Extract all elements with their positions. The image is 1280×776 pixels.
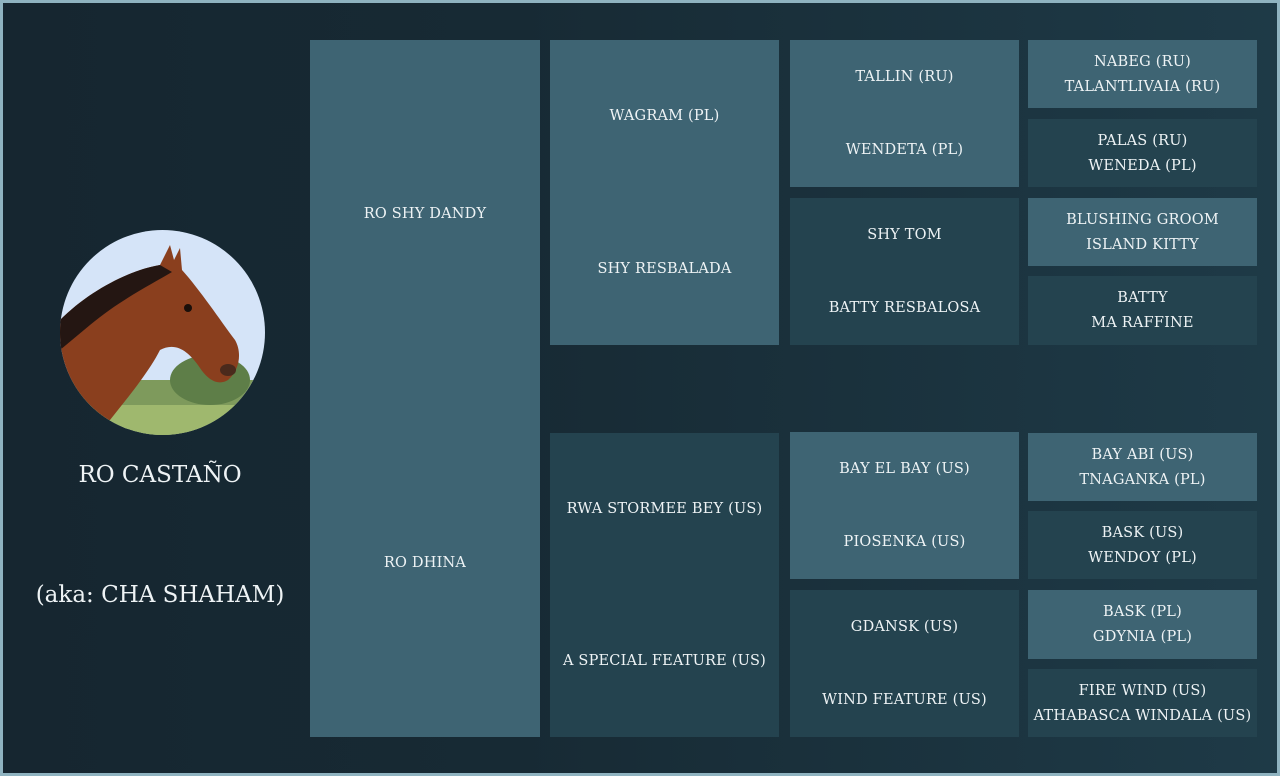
ancestor-name: SHY RESBALADA: [597, 260, 732, 277]
gen4-box: BLUSHING GROOM ISLAND KITTY: [1028, 198, 1257, 266]
ancestor-name: BASK (PL): [1102, 604, 1182, 620]
ancestor-name: BAY ABI (US): [1091, 446, 1194, 463]
sire-dam-column: RO SHY DANDY RO DHINA: [310, 40, 540, 737]
horse-name: RO CASTAÑO: [78, 462, 242, 488]
ancestor-name: ATHABASCA WINDALA (US): [1033, 707, 1252, 724]
gen3-box: SHY TOM BATTY RESBALOSA: [790, 198, 1019, 345]
gen4-box: PALAS (RU) WENEDA (PL): [1028, 119, 1257, 187]
ancestor-name: WENDETA (PL): [845, 142, 964, 159]
gen4-box: BAY ABI (US) TNAGANKA (PL): [1028, 433, 1257, 501]
ancestor-name: GDANSK (US): [850, 618, 959, 635]
ancestor-name: RWA STORMEE BEY (US): [566, 501, 763, 517]
gen2-dam-side: RWA STORMEE BEY (US) A SPECIAL FEATURE (…: [550, 433, 779, 737]
ancestor-name: BLUSHING GROOM: [1066, 211, 1219, 228]
dam-name: RO DHINA: [383, 554, 467, 571]
ancestor-name: PALAS (RU): [1097, 132, 1188, 149]
gen2-sire-side: WAGRAM (PL) SHY RESBALADA: [550, 40, 779, 345]
gen4-box: BASK (PL) GDYNIA (PL): [1028, 590, 1257, 659]
horse-head-icon: [60, 230, 265, 435]
gen4-box: BASK (US) WENDOY (PL): [1028, 511, 1257, 579]
ancestor-name: BASK (US): [1101, 524, 1184, 541]
ancestor-name: GDYNIA (PL): [1092, 629, 1193, 645]
ancestor-name: WENDOY (PL): [1088, 549, 1197, 566]
ancestor-name: PIOSENKA (US): [843, 534, 966, 551]
sire-name: RO SHY DANDY: [363, 206, 487, 223]
ancestor-name: BATTY RESBALOSA: [828, 300, 981, 317]
ancestor-name: BAY EL BAY (US): [839, 460, 970, 477]
ancestor-name: TALANTLIVAIA (RU): [1064, 78, 1221, 95]
ancestor-name: TALLIN (RU): [855, 68, 954, 85]
ancestor-name: A SPECIAL FEATURE (US): [562, 653, 767, 669]
horse-aka: (aka: CHA SHAHAM): [35, 582, 285, 608]
ancestor-name: SHY TOM: [867, 226, 942, 243]
ancestor-name: ISLAND KITTY: [1086, 236, 1199, 253]
horse-photo: [60, 230, 265, 435]
gen4-box: FIRE WIND (US) ATHABASCA WINDALA (US): [1028, 669, 1257, 737]
gen3-box: TALLIN (RU) WENDETA (PL): [790, 40, 1019, 187]
pedigree-panel: RO CASTAÑO (aka: CHA SHAHAM) RO SHY DAND…: [3, 3, 1277, 773]
ancestor-name: WIND FEATURE (US): [822, 692, 987, 709]
ancestor-name: BATTY: [1117, 290, 1168, 306]
ancestor-name: NABEG (RU): [1093, 53, 1192, 70]
ancestor-name: TNAGANKA (PL): [1079, 471, 1206, 488]
gen4-box: BATTY MA RAFFINE: [1028, 276, 1257, 345]
gen3-box: GDANSK (US) WIND FEATURE (US): [790, 590, 1019, 737]
ancestor-name: FIRE WIND (US): [1078, 682, 1207, 699]
gen4-box: NABEG (RU) TALANTLIVAIA (RU): [1028, 40, 1257, 108]
ancestor-name: MA RAFFINE: [1091, 315, 1194, 331]
ancestor-name: WAGRAM (PL): [609, 108, 720, 125]
gen3-box: BAY EL BAY (US) PIOSENKA (US): [790, 432, 1019, 579]
ancestor-name: WENEDA (PL): [1088, 157, 1197, 174]
